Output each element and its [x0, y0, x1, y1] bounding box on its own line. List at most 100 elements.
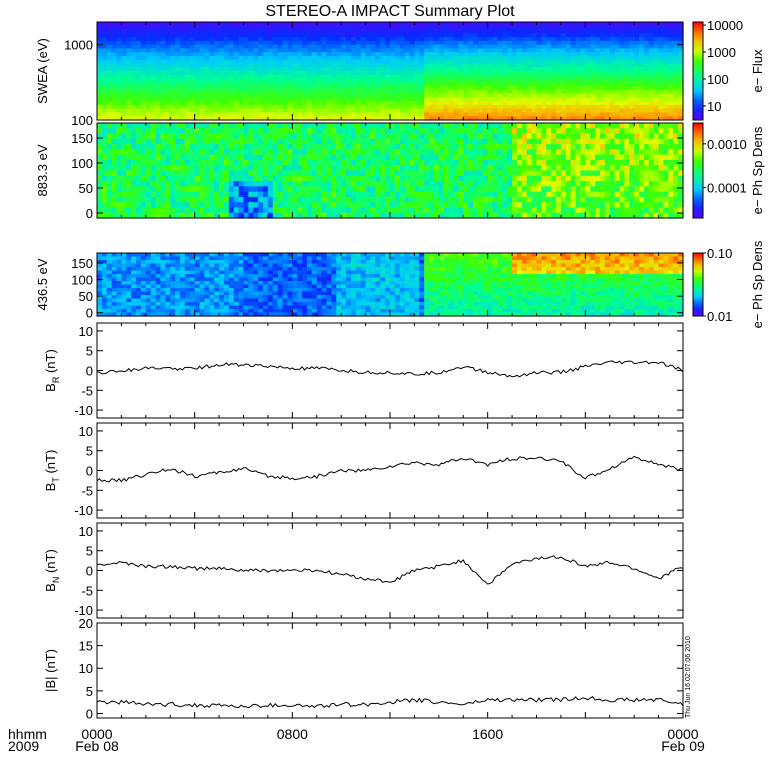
heatmap-cell	[516, 78, 523, 83]
heatmap-cell	[243, 63, 249, 68]
heatmap-cell	[580, 207, 586, 214]
heatmap-cell	[277, 48, 284, 53]
heatmap-cell	[502, 89, 508, 95]
heatmap-cell	[209, 165, 215, 172]
heatmap-cell	[287, 71, 293, 76]
heatmap-cell	[121, 40, 127, 46]
heatmap-cell	[199, 37, 206, 42]
heatmap-cell	[219, 181, 225, 187]
heatmap-cell	[546, 104, 552, 110]
heatmap-cell	[111, 25, 118, 31]
heatmap-cell	[302, 67, 308, 72]
heatmap-cell	[643, 52, 650, 57]
heatmap-cell	[341, 55, 347, 61]
heatmap-cell	[272, 212, 279, 219]
heatmap-cell	[453, 108, 459, 114]
heatmap-cell	[516, 207, 523, 214]
heatmap-cell	[419, 63, 425, 68]
heatmap-cell	[360, 186, 367, 193]
heatmap-cell	[531, 25, 538, 31]
heatmap-cell	[541, 116, 547, 121]
heatmap-cell	[482, 63, 489, 68]
heatmap-cell	[180, 202, 186, 209]
heatmap-cell	[175, 29, 181, 34]
heatmap-cell	[512, 170, 518, 177]
heatmap-cell	[477, 207, 484, 214]
heatmap-cell	[507, 63, 513, 68]
heatmap-cell	[336, 170, 342, 177]
heatmap-cell	[477, 55, 484, 61]
heatmap-cell	[219, 138, 225, 145]
heatmap-cell	[184, 207, 191, 214]
heatmap-cell	[326, 55, 332, 61]
heatmap-cell	[385, 191, 391, 198]
heatmap-cell	[287, 202, 293, 209]
heatmap-cell	[526, 128, 533, 135]
heatmap-cell	[521, 33, 528, 38]
heatmap-cell	[180, 165, 186, 172]
heatmap-cell	[180, 154, 186, 161]
heatmap-cell	[448, 138, 455, 145]
heatmap-cell	[394, 144, 401, 150]
heatmap-cell	[487, 44, 494, 49]
heatmap-cell	[531, 97, 538, 102]
heatmap-cell	[497, 55, 503, 61]
heatmap-cell	[131, 104, 137, 110]
heatmap-cell	[453, 159, 459, 166]
heatmap-cell	[233, 154, 240, 161]
heatmap-cell	[551, 22, 557, 27]
heatmap-cell	[311, 191, 318, 198]
heatmap-cell	[311, 67, 318, 72]
heatmap-cell	[175, 181, 181, 187]
heatmap-cell	[150, 181, 157, 187]
heatmap-cell	[194, 48, 201, 53]
heatmap-cell	[223, 175, 230, 182]
heatmap-cell	[590, 138, 596, 145]
heatmap-cell	[321, 97, 328, 102]
heatmap-cell	[150, 52, 157, 57]
heatmap-cell	[619, 33, 625, 38]
heatmap-cell	[526, 78, 533, 83]
heatmap-cell	[101, 74, 108, 80]
heatmap-cell	[536, 196, 542, 203]
heatmap-cell	[160, 149, 166, 156]
heatmap-cell	[546, 52, 552, 57]
heatmap-cell	[267, 48, 274, 53]
heatmap-cell	[277, 44, 284, 49]
heatmap-cell	[341, 207, 347, 214]
heatmap-cell	[521, 37, 528, 42]
heatmap-cell	[673, 52, 679, 57]
heatmap-cell	[165, 170, 171, 177]
heatmap-cell	[424, 144, 430, 150]
heatmap-cell	[658, 37, 665, 42]
heatmap-cell	[160, 154, 166, 161]
heatmap-cell	[302, 74, 308, 80]
heatmap-cell	[536, 133, 542, 140]
heatmap-cell	[116, 123, 123, 129]
heatmap-cell	[233, 37, 240, 42]
heatmap-cell	[643, 86, 650, 91]
heatmap-cell	[233, 165, 240, 172]
heatmap-cell	[404, 165, 411, 172]
heatmap-cell	[209, 149, 215, 156]
heatmap-cell	[302, 170, 308, 177]
heatmap-cell	[575, 40, 582, 46]
heatmap-cell	[170, 86, 176, 91]
heatmap-cell	[521, 44, 528, 49]
heatmap-cell	[648, 116, 655, 121]
heatmap-cell	[150, 133, 157, 140]
heatmap-cell	[292, 71, 298, 76]
heatmap-cell	[512, 48, 518, 53]
heatmap-cell	[546, 123, 552, 129]
heatmap-cell	[204, 63, 210, 68]
heatmap-cell	[424, 186, 430, 193]
heatmap-cell	[263, 25, 269, 31]
heatmap-cell	[497, 175, 503, 182]
heatmap-cell	[609, 93, 616, 98]
heatmap-cell	[248, 93, 254, 98]
heatmap-cell	[429, 123, 435, 129]
heatmap-cell	[116, 159, 123, 166]
heatmap-cell	[546, 181, 552, 187]
heatmap-cell	[360, 52, 367, 57]
heatmap-cell	[360, 108, 367, 114]
